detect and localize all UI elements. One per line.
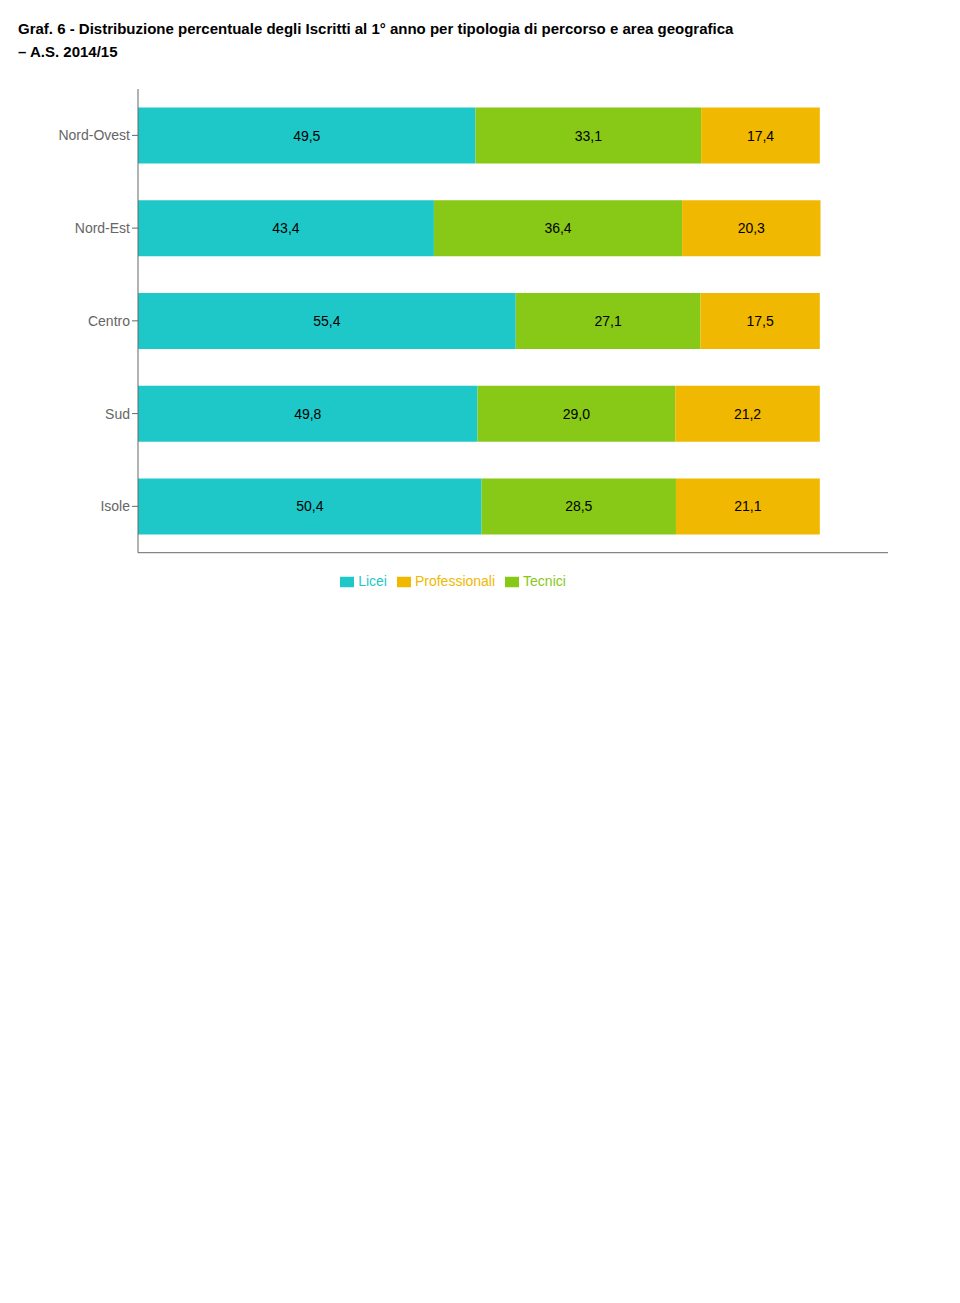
svg-text:20,3: 20,3 [738, 220, 765, 236]
svg-text:17,4: 17,4 [747, 128, 774, 144]
svg-text:27,1: 27,1 [594, 313, 621, 329]
html-text:Professionali: Professionali [414, 572, 496, 589]
svg-text:21,1: 21,1 [734, 498, 761, 514]
svg-text:21,2: 21,2 [734, 406, 761, 422]
svg-text:49,5: 49,5 [293, 128, 320, 144]
svg-text:36,4: 36,4 [544, 220, 571, 236]
svg-text:Isole: Isole [100, 498, 130, 514]
svg-text:29,0: 29,0 [563, 406, 590, 422]
svg-text:Nord-Est: Nord-Est [75, 220, 130, 236]
svg-text:17,5: 17,5 [747, 313, 774, 329]
html-text:Licei: Licei [358, 572, 387, 589]
svg-text:Centro: Centro [88, 313, 130, 329]
svg-text:43,4: 43,4 [272, 220, 299, 236]
html-text:Graf. 6 - Distribuzione percen: Graf. 6 - Distribuzione percentuale degl… [18, 20, 734, 60]
svg-text:33,1: 33,1 [575, 128, 602, 144]
svg-text:Sud: Sud [105, 406, 130, 422]
svg-text:Nord-Ovest: Nord-Ovest [58, 127, 130, 143]
svg-text:55,4: 55,4 [313, 313, 340, 329]
html-text:Tecnici: Tecnici [523, 572, 566, 589]
svg-text:49,8: 49,8 [294, 406, 321, 422]
svg-text:50,4: 50,4 [296, 498, 323, 514]
svg-text:28,5: 28,5 [565, 498, 592, 514]
